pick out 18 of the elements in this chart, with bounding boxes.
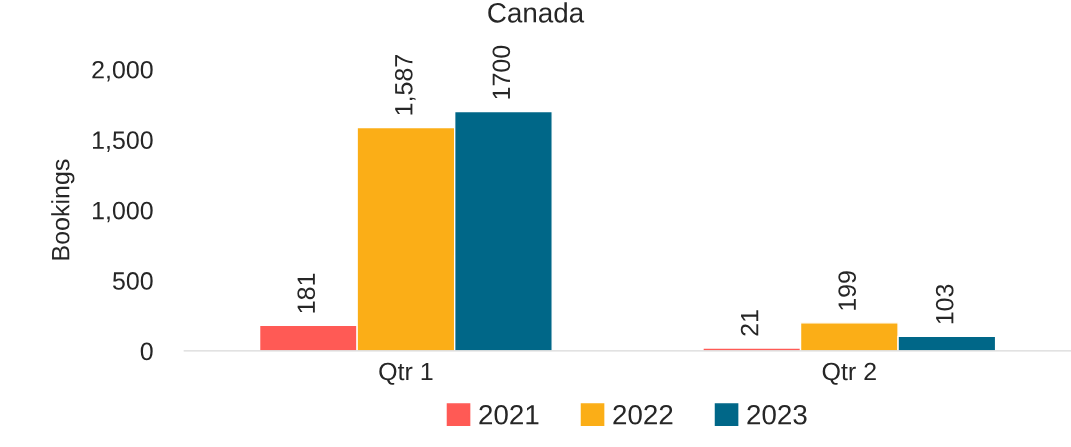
data-label: 21 — [740, 310, 759, 336]
data-label: 181 — [297, 273, 316, 313]
y-tick-label: 0 — [140, 342, 153, 361]
y-tick-label: 2,000 — [92, 60, 153, 82]
data-label: 1700 — [492, 45, 511, 99]
data-label: 103 — [935, 284, 954, 324]
y-tick-label: 500 — [112, 272, 153, 290]
data-label: 1,587 — [394, 55, 416, 115]
chart-title: Canada — [488, 2, 585, 23]
y-tick-label: 1,500 — [93, 131, 153, 152]
y-axis-title: Bookings — [51, 159, 75, 260]
data-label: 199 — [838, 271, 857, 310]
x-tick-label: Qtr 2 — [822, 362, 876, 385]
y-tick-label: 1,000 — [93, 201, 153, 223]
legend-label: 2023 — [747, 404, 807, 425]
legend-label: 2021 — [479, 404, 539, 425]
legend-label: 2022 — [613, 404, 673, 425]
x-tick-label: Qtr 1 — [379, 362, 433, 385]
